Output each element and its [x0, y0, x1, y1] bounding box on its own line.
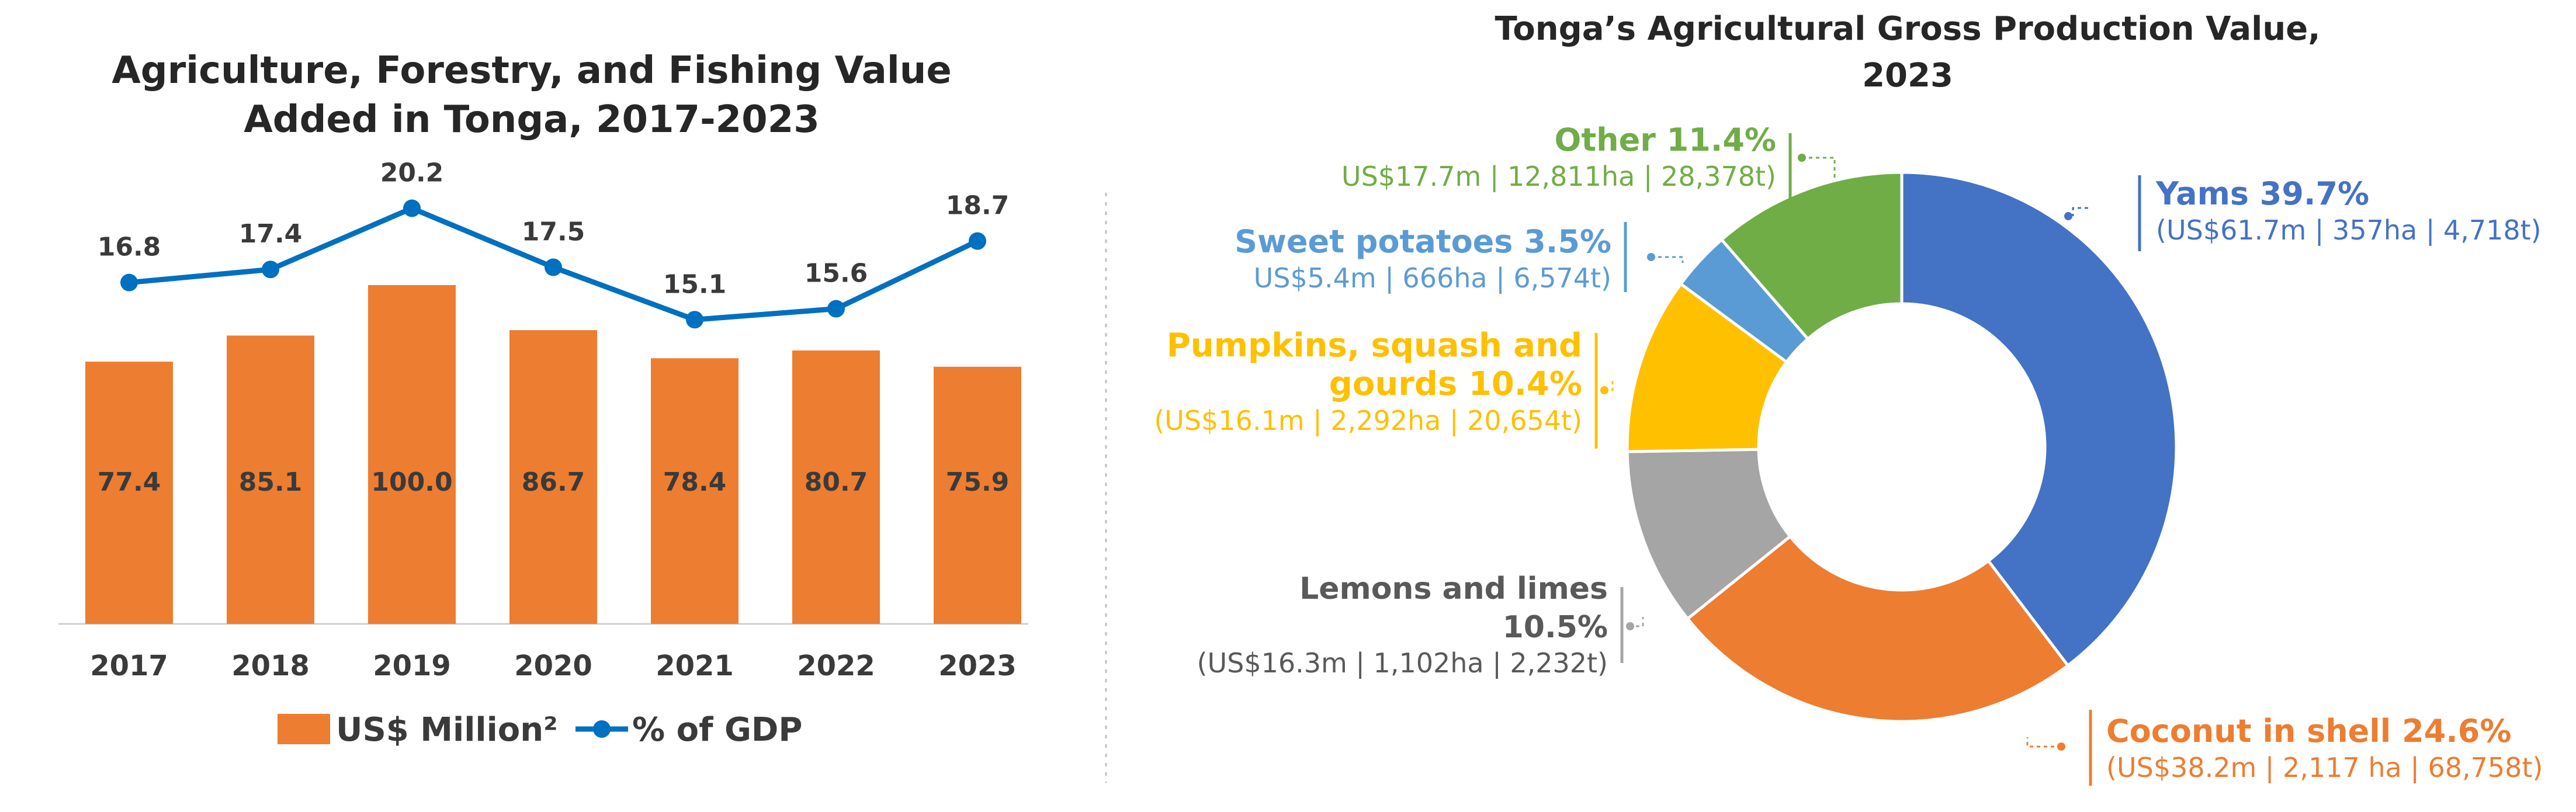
gdp-share-point	[403, 199, 421, 217]
legend-line-marker	[593, 720, 611, 738]
gdp-share-label: 17.5	[522, 217, 585, 247]
slice-detail-pumpkins-squash-and-gourds: (US$16.1m | 2,292ha | 20,654t)	[1154, 405, 1582, 437]
gdp-share-point	[969, 232, 986, 250]
x-tick-label: 2017	[90, 650, 168, 682]
donut-slice-yams	[1900, 171, 2178, 668]
bar-2018	[227, 335, 314, 624]
slice-detail-lemons-and-limes: (US$16.3m | 1,102ha | 2,232t)	[1197, 647, 1608, 679]
x-tick-label: 2021	[656, 650, 734, 682]
production-value-donut-chart: Tonga’s Agricultural Gross Production Va…	[1154, 10, 2543, 786]
gdp-share-point	[686, 311, 703, 329]
x-tick-label: 2023	[938, 650, 1017, 682]
slice-detail-other: US$17.7m | 12,811ha | 28,378t)	[1341, 161, 1776, 193]
slice-detail-yams: (US$61.7m | 357ha | 4,718t)	[2156, 214, 2542, 247]
leader-line-yams	[2072, 207, 2088, 216]
bar-2021	[651, 358, 739, 624]
value-added-combo-chart: Agriculture, Forestry, and Fishing Value…	[58, 49, 1028, 749]
gdp-share-label: 20.2	[380, 158, 444, 188]
slice-label-other: Other 11.4%	[1554, 122, 1776, 158]
bar-2017	[85, 362, 173, 624]
bar-2023	[934, 366, 1021, 624]
bar-value-label: 78.4	[663, 467, 727, 497]
bar-2019	[368, 285, 456, 624]
legend-bar-swatch	[278, 714, 330, 744]
gdp-share-label: 17.4	[239, 219, 303, 249]
gdp-share-label: 15.6	[805, 259, 868, 289]
bar-chart-title-line: Added in Tonga, 2017-2023	[244, 98, 820, 141]
slice-label-pumpkins-squash-and-gourds: gourds 10.4%	[1329, 365, 1582, 403]
donut-chart-title-line: Tonga’s Agricultural Gross Production Va…	[1495, 10, 2321, 48]
bar-chart-title-line: Agriculture, Forestry, and Fishing Value	[112, 49, 952, 92]
bar-value-label: 80.7	[805, 467, 868, 497]
bar-2022	[792, 350, 880, 624]
leader-dot-pumpkins-squash-and-gourds	[1600, 386, 1608, 394]
bar-value-label: 85.1	[239, 467, 303, 497]
leader-line-lemons-and-limes	[1636, 617, 1644, 627]
leader-dot-sweet-potatoes	[1647, 253, 1655, 261]
gdp-share-label: 18.7	[946, 191, 1010, 221]
gdp-share-label: 15.1	[663, 269, 727, 299]
slice-label-lemons-and-limes: Lemons and limes	[1299, 571, 1608, 606]
gdp-share-label: 16.8	[98, 233, 161, 262]
leader-line-coconut-in-shell	[2026, 737, 2061, 748]
leader-line-sweet-potatoes	[1651, 256, 1684, 263]
leader-dot-other	[1798, 154, 1806, 162]
bar-value-label: 77.4	[98, 467, 161, 497]
donut-slice-coconut-in-shell	[1685, 534, 2070, 723]
x-tick-label: 2019	[373, 650, 451, 682]
slice-label-sweet-potatoes: Sweet potatoes 3.5%	[1235, 223, 1611, 260]
bar-value-label: 100.0	[371, 467, 452, 497]
bar-2020	[509, 330, 597, 624]
x-tick-label: 2022	[797, 650, 875, 682]
gdp-share-point	[827, 300, 845, 318]
bar-value-label: 86.7	[522, 467, 585, 497]
slice-label-pumpkins-squash-and-gourds: Pumpkins, squash and	[1167, 327, 1582, 365]
slice-detail-sweet-potatoes: US$5.4m | 666ha | 6,574t)	[1254, 262, 1611, 294]
donut-slice-lemons-and-limes	[1625, 447, 1793, 621]
x-tick-label: 2020	[514, 650, 592, 682]
gdp-share-point	[545, 258, 562, 276]
legend-line-label: % of GDP	[632, 711, 802, 749]
leader-line-other	[1802, 157, 1836, 181]
leader-dot-yams	[2064, 212, 2072, 220]
donut-slice-other	[1719, 171, 1904, 341]
gdp-share-point	[120, 273, 138, 292]
leader-dot-lemons-and-limes	[1626, 622, 1634, 630]
legend-bar-label: US$ Million²	[336, 711, 558, 749]
slice-label-lemons-and-limes: 10.5%	[1503, 610, 1608, 645]
slice-label-coconut-in-shell: Coconut in shell 24.6%	[2106, 713, 2511, 749]
gdp-share-point	[262, 261, 279, 279]
donut-chart-title-line: 2023	[1862, 57, 1953, 95]
leader-dot-coconut-in-shell	[2057, 742, 2065, 751]
slice-label-yams: Yams 39.7%	[2155, 175, 2369, 212]
slice-detail-coconut-in-shell: (US$38.2m | 2,117 ha | 68,758t)	[2106, 752, 2543, 784]
bar-value-label: 75.9	[946, 467, 1010, 497]
x-tick-label: 2018	[231, 650, 310, 682]
